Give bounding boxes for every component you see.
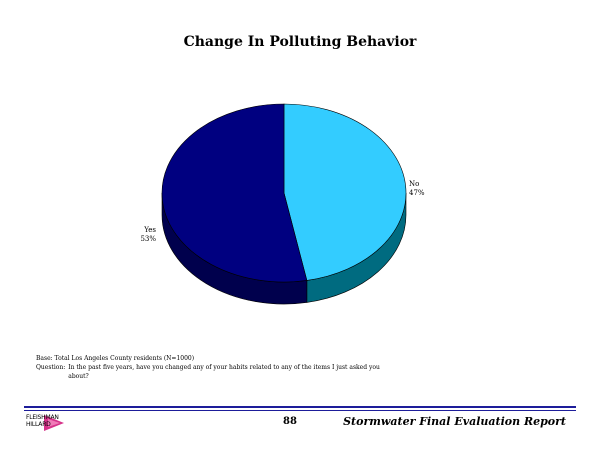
question-note: Question: In the past five years, have y… bbox=[36, 363, 396, 381]
footer-rule-thick bbox=[24, 406, 576, 408]
logo-text-bottom: HILLARD bbox=[26, 421, 51, 428]
pie-slice-yes bbox=[161, 103, 308, 283]
pie-slice-no bbox=[283, 103, 407, 281]
slice-label-no: No 47% bbox=[409, 180, 425, 198]
slice-percent-yes: 53% bbox=[140, 235, 156, 243]
chart-notes: Base: Total Los Angeles County residents… bbox=[36, 354, 396, 381]
footer-rule-thin bbox=[24, 410, 576, 411]
page-number: 88 bbox=[283, 416, 297, 427]
chart-title: Change In Polluting Behavior bbox=[183, 34, 417, 50]
slice-name-no: No bbox=[409, 180, 420, 188]
question-text: In the past five years, have you changed… bbox=[68, 364, 380, 380]
logo-text: FLEISHMAN HILLARD bbox=[26, 414, 59, 428]
base-note: Base: Total Los Angeles County residents… bbox=[36, 355, 195, 362]
slice-percent-no: 47% bbox=[409, 189, 425, 197]
question-label: Question: bbox=[36, 364, 66, 371]
slice-label-yes: Yes 53% bbox=[132, 226, 156, 244]
logo-text-top: FLEISHMAN bbox=[26, 414, 59, 421]
fleishman-hillard-logo-icon bbox=[44, 415, 64, 431]
slice-name-yes: Yes bbox=[144, 226, 156, 234]
report-title: Stormwater Final Evaluation Report bbox=[343, 415, 566, 428]
